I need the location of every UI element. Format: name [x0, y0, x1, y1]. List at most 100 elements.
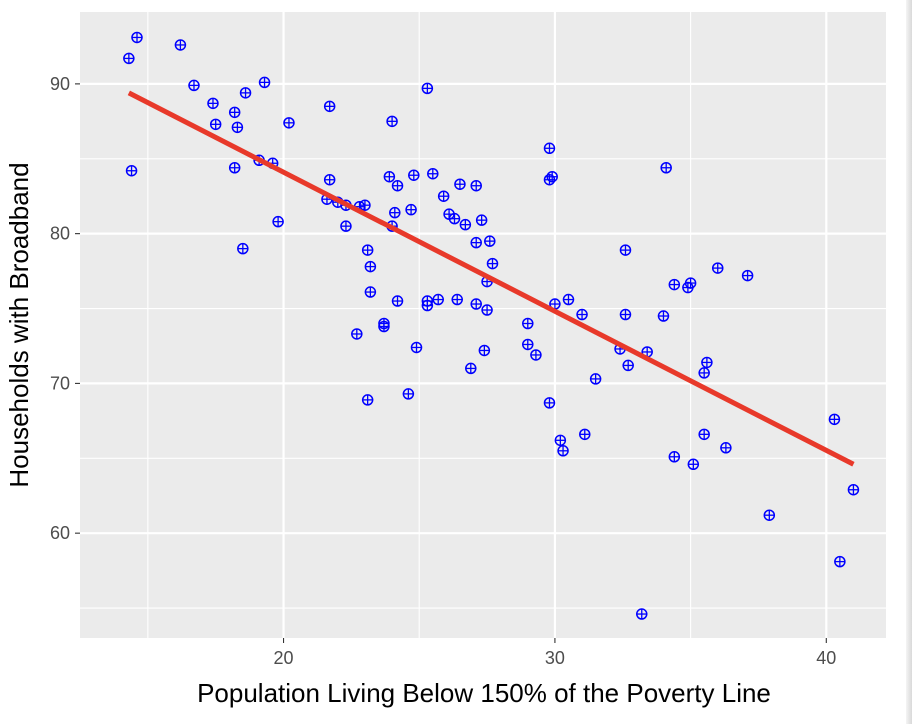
data-point — [410, 341, 423, 354]
data-point — [470, 179, 482, 192]
data-point — [421, 295, 434, 307]
data-point — [391, 295, 404, 307]
data-point — [272, 215, 284, 228]
data-point — [351, 328, 363, 340]
data-point — [427, 167, 439, 180]
data-point — [576, 308, 588, 321]
data-point — [657, 310, 670, 322]
data-point — [359, 199, 371, 211]
data-point — [554, 434, 567, 447]
data-point — [543, 397, 556, 409]
x-axis-title: Population Living Below 150% of the Pove… — [197, 678, 771, 708]
data-point — [698, 428, 710, 441]
data-point — [486, 257, 499, 270]
data-point — [123, 52, 135, 65]
data-point — [459, 218, 472, 231]
data-point — [475, 214, 488, 226]
x-tick-label: 30 — [545, 648, 565, 668]
data-point — [470, 298, 482, 310]
data-point — [847, 483, 860, 496]
data-point — [741, 269, 754, 282]
data-point — [522, 317, 534, 330]
data-point — [239, 87, 252, 99]
x-tick-label: 20 — [274, 648, 294, 668]
data-point — [231, 121, 244, 134]
data-point — [484, 235, 496, 247]
data-point — [619, 308, 632, 321]
data-point — [687, 458, 700, 471]
data-point — [701, 356, 713, 369]
y-axis-ticks: 60 70 80 90 — [50, 74, 80, 543]
data-point — [668, 278, 681, 291]
data-point — [340, 220, 352, 232]
data-point — [131, 31, 143, 44]
data-point — [228, 162, 241, 174]
data-point — [470, 236, 482, 249]
data-point — [720, 442, 732, 454]
y-tick-label: 90 — [50, 74, 70, 94]
data-point — [174, 39, 187, 51]
data-point — [125, 164, 138, 177]
data-point — [364, 260, 377, 273]
data-point — [684, 277, 697, 289]
window-edge — [906, 0, 912, 724]
data-point — [228, 106, 241, 119]
data-point — [209, 118, 222, 131]
data-point — [660, 162, 672, 174]
y-axis-title: Households with Broadband — [4, 162, 34, 487]
plot-panel — [80, 12, 886, 638]
data-point — [361, 244, 374, 256]
data-point — [481, 304, 493, 316]
y-tick-label: 70 — [50, 373, 70, 393]
data-point — [668, 451, 681, 463]
data-point — [448, 212, 461, 225]
data-point — [207, 97, 219, 110]
data-point — [579, 428, 591, 441]
data-point — [589, 373, 602, 385]
data-point — [711, 262, 724, 274]
data-point — [408, 169, 420, 181]
data-point — [361, 394, 374, 406]
data-point — [834, 555, 846, 568]
data-point — [454, 178, 466, 190]
data-point — [389, 206, 401, 219]
x-tick-label: 40 — [816, 648, 836, 668]
data-point — [405, 203, 417, 216]
data-point — [323, 100, 336, 113]
x-axis-ticks: 20 30 40 — [274, 638, 836, 668]
data-point — [465, 362, 477, 375]
data-point — [546, 170, 558, 183]
data-point — [237, 242, 249, 255]
data-point — [557, 445, 569, 457]
data-point — [622, 359, 634, 372]
data-point — [619, 244, 632, 256]
data-point — [283, 117, 295, 129]
data-point — [323, 173, 336, 186]
data-point — [562, 293, 575, 306]
data-point — [828, 413, 841, 426]
data-point — [421, 82, 434, 95]
data-point — [258, 76, 271, 89]
data-point — [364, 286, 377, 298]
data-point — [402, 388, 415, 400]
data-point — [432, 293, 444, 306]
data-point — [437, 190, 450, 202]
data-point — [386, 115, 398, 128]
y-tick-label: 60 — [50, 523, 70, 543]
data-point — [522, 338, 534, 351]
data-point — [378, 320, 390, 333]
data-point — [543, 142, 556, 155]
trend-line — [127, 90, 855, 467]
data-point — [391, 179, 404, 192]
data-point — [188, 79, 200, 92]
data-point — [530, 349, 542, 361]
major-gridlines — [80, 12, 886, 638]
data-point — [478, 344, 491, 357]
data-point — [636, 608, 648, 620]
data-point — [763, 509, 776, 521]
data-point — [451, 293, 463, 306]
y-tick-label: 80 — [50, 224, 70, 244]
data-point — [698, 367, 710, 379]
data-point — [383, 170, 396, 183]
